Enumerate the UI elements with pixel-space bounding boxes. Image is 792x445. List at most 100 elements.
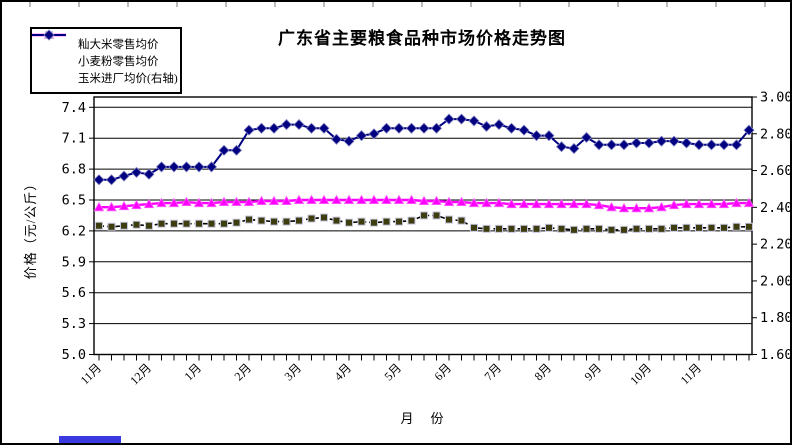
data-point-triangle <box>206 197 217 208</box>
x-month-label: 11月 <box>678 361 705 388</box>
data-point-square <box>357 217 366 226</box>
data-point-diamond <box>205 161 218 173</box>
data-point-triangle <box>443 196 455 207</box>
right-axis-tick-label: 2.20 <box>760 237 790 253</box>
data-point-square <box>282 217 291 226</box>
data-point-square <box>295 216 303 225</box>
data-point-diamond <box>430 122 443 134</box>
plot-border <box>93 96 753 356</box>
x-month-label: 7月 <box>481 361 504 384</box>
data-point-square <box>170 219 178 228</box>
data-point-diamond <box>368 128 380 140</box>
left-axis-tick-label: 6.2 <box>62 223 86 239</box>
legend-swatch-diamond-icon <box>43 29 55 41</box>
data-point-square <box>707 223 716 232</box>
data-point-triangle <box>293 194 305 204</box>
data-point-diamond <box>468 115 480 127</box>
data-point-diamond <box>605 139 618 151</box>
data-point-triangle <box>568 198 580 209</box>
left-axis-tick-label: 6.5 <box>62 193 86 209</box>
data-point-square <box>720 223 728 232</box>
data-point-triangle <box>543 198 555 209</box>
left-axis-tick-label: 5.3 <box>62 316 86 332</box>
x-month-label: 3月 <box>281 361 304 384</box>
data-point-triangle <box>256 195 267 206</box>
legend-label-corn: 玉米进厂均价(右轴) <box>78 72 178 85</box>
data-point-diamond <box>305 122 318 134</box>
data-point-diamond <box>405 122 418 134</box>
data-point-diamond <box>293 119 305 131</box>
data-point-diamond <box>193 161 205 173</box>
data-point-diamond <box>380 122 393 134</box>
data-point-diamond <box>718 139 730 151</box>
left-axis-tick-label: 7.1 <box>62 131 86 147</box>
left-axis-tick-label: 7.4 <box>62 100 86 116</box>
left-axis-tick-label: 5.6 <box>62 285 86 301</box>
data-point-diamond <box>180 161 193 173</box>
data-point-diamond <box>230 144 243 156</box>
legend-swatch-graphic <box>32 29 66 41</box>
data-point-triangle <box>168 197 180 208</box>
data-point-triangle <box>493 197 505 208</box>
data-point-triangle <box>618 202 630 213</box>
data-point-diamond <box>705 139 718 151</box>
data-point-diamond <box>268 122 280 134</box>
data-point-diamond <box>743 124 755 136</box>
data-point-triangle <box>706 198 717 209</box>
data-point-triangle <box>456 196 467 207</box>
right-axis-tick-label: 2.60 <box>760 163 790 179</box>
data-point-diamond <box>168 161 180 173</box>
data-point-diamond <box>218 144 230 156</box>
data-point-square <box>345 218 353 227</box>
data-point-diamond <box>443 113 455 125</box>
legend-label-wheat-flour: 小麦粉零售均价 <box>78 55 159 68</box>
data-point-triangle <box>506 198 517 209</box>
right-axis-tick-label: 1.60 <box>760 347 790 363</box>
data-point-square <box>657 224 666 233</box>
data-point-triangle <box>481 197 492 208</box>
data-point-square <box>632 224 641 233</box>
data-point-triangle <box>606 201 617 212</box>
data-point-square <box>270 217 278 226</box>
data-point-diamond <box>93 174 105 186</box>
data-point-diamond <box>530 130 543 142</box>
data-point-triangle <box>743 197 755 208</box>
data-point-square <box>382 217 391 226</box>
data-point-square <box>495 224 503 233</box>
bottom-edge-fragment <box>59 436 121 443</box>
right-axis-tick-label: 2.00 <box>760 273 790 289</box>
legend-box: 籼大米零售均价 小麦粉零售均价 玉米进厂均价(右轴) <box>30 27 182 94</box>
data-point-diamond <box>355 130 368 142</box>
data-point-diamond <box>155 161 168 173</box>
x-month-label: 1月 <box>181 361 204 384</box>
data-point-diamond <box>593 139 605 151</box>
series-wheat-flour-retail <box>95 211 753 234</box>
data-point-square <box>407 216 416 225</box>
data-point-triangle <box>581 198 592 209</box>
data-point-square <box>482 224 491 233</box>
data-point-square <box>732 222 741 231</box>
corn-line-swatch-icon <box>32 29 74 84</box>
right-axis-tick-label: 3.00 <box>760 90 790 106</box>
data-point-triangle <box>368 194 380 204</box>
series-markers-corn-factory <box>93 113 755 186</box>
data-point-triangle <box>643 202 655 213</box>
right-axis-tick-label: 2.40 <box>760 200 790 216</box>
data-point-triangle <box>381 194 392 204</box>
data-point-diamond <box>618 139 630 151</box>
data-point-triangle <box>556 198 567 209</box>
data-point-triangle <box>593 199 605 210</box>
right-axis: 3.00 2.80 2.60 2.40 2.20 2.00 1.80 1.60 <box>752 90 790 363</box>
data-point-square <box>320 213 328 222</box>
data-point-diamond <box>693 139 705 151</box>
data-point-diamond <box>668 135 680 147</box>
data-point-triangle <box>656 201 667 212</box>
data-point-diamond <box>518 124 530 136</box>
series-markers-wheat-flour-retail <box>95 211 753 234</box>
data-point-triangle <box>343 194 355 204</box>
data-point-square <box>370 218 378 227</box>
left-axis-tick-label: 5.9 <box>62 254 86 270</box>
data-point-diamond <box>543 130 555 142</box>
data-point-square <box>95 221 103 230</box>
